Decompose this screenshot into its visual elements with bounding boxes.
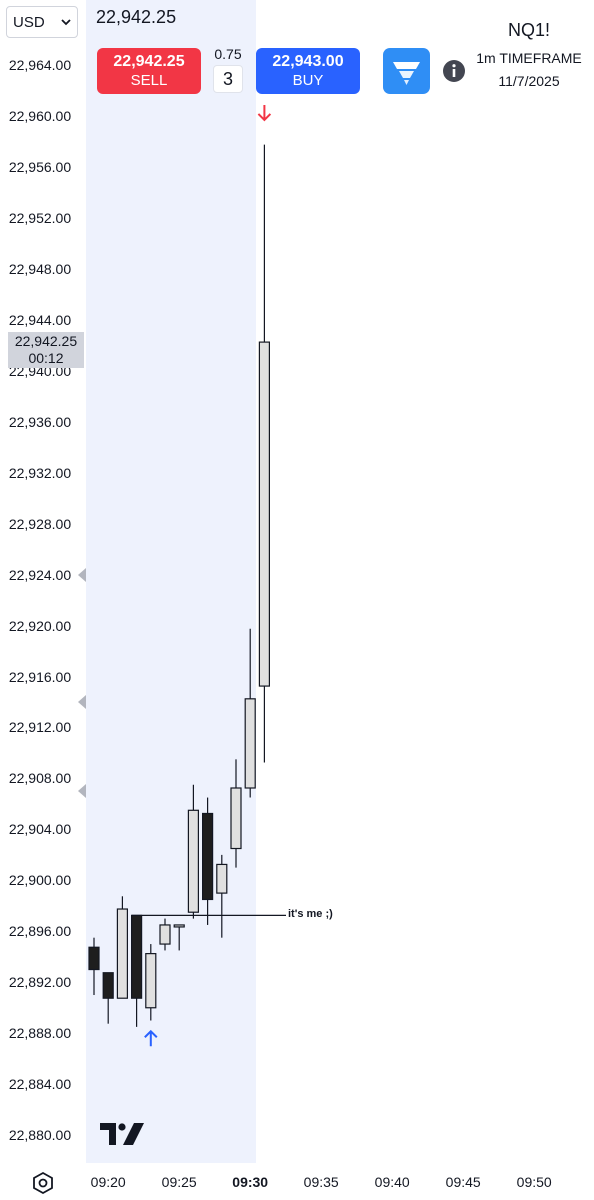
price-tick-label: 22,956.00 <box>8 158 72 175</box>
candle-0931 <box>258 144 270 763</box>
badge-price: 22,942.25 <box>14 333 78 349</box>
candle-0922 <box>131 914 143 1027</box>
candle-0920 <box>102 972 114 1024</box>
sell-button[interactable]: 22,942.25 SELL <box>97 48 201 94</box>
info-icon[interactable] <box>442 59 466 83</box>
candle-0926 <box>187 784 199 919</box>
last-price: 22,942.25 <box>96 7 177 27</box>
price-tick-label: 22,900.00 <box>8 872 72 889</box>
candle-body <box>216 863 228 894</box>
tradingview-logo-icon <box>100 1123 144 1145</box>
candle-0927 <box>202 797 214 925</box>
arrow-up-icon <box>144 1029 158 1047</box>
price-tick-label: 22,916.00 <box>8 668 72 685</box>
candle-body <box>187 809 199 913</box>
candle-body <box>230 787 242 850</box>
price-tick-label: 22,880.00 <box>8 1127 72 1144</box>
axis-flag-marker[interactable] <box>78 784 86 799</box>
price-tick-label: 22,896.00 <box>8 923 72 940</box>
price-tick-label: 22,908.00 <box>8 770 72 787</box>
quantity-input[interactable]: 3 <box>213 65 243 93</box>
candle-body <box>159 924 171 945</box>
chart-annotation-text[interactable]: it's me ;) <box>288 908 333 920</box>
candle-body <box>173 924 185 928</box>
settings-icon[interactable] <box>31 1171 55 1195</box>
candle-body <box>258 341 270 687</box>
tradingview-app-icon <box>393 62 420 85</box>
price-tick-label: 22,928.00 <box>8 515 72 532</box>
time-tick-label: 09:45 <box>445 1174 481 1190</box>
candle-body <box>116 908 129 999</box>
price-tick-label: 22,892.00 <box>8 974 72 991</box>
price-tick-label: 22,964.00 <box>8 57 72 73</box>
candle-body <box>102 972 114 999</box>
candle-body <box>131 914 143 999</box>
session-highlight <box>86 0 256 1163</box>
price-tick-label: 22,944.00 <box>8 311 72 328</box>
spread-value: 0.75 <box>214 46 242 62</box>
buy-price: 22,943.00 <box>272 53 344 71</box>
time-tick-label: 09:20 <box>90 1174 126 1190</box>
currency-select[interactable]: USD <box>6 6 78 38</box>
time-tick-label: 09:40 <box>374 1174 410 1190</box>
sell-label: SELL <box>130 71 168 89</box>
sell-price: 22,942.25 <box>113 53 185 71</box>
candle-0925 <box>173 924 185 951</box>
candle-0923 <box>145 944 157 1021</box>
time-tick-label: 09:50 <box>516 1174 552 1190</box>
price-tick-label: 22,920.00 <box>8 617 72 634</box>
price-tick-label: 22,960.00 <box>8 107 72 124</box>
price-tick-label: 22,924.00 <box>8 566 72 583</box>
symbol-name: NQ1! <box>507 20 550 40</box>
badge-countdown: 00:12 <box>28 350 64 366</box>
candle-body <box>88 946 100 971</box>
candle-0919 <box>88 937 100 996</box>
chevron-down-icon <box>61 19 71 26</box>
price-tick-label: 22,952.00 <box>8 209 72 226</box>
price-tick-label: 22,936.00 <box>8 413 72 430</box>
currency-value: USD <box>13 13 45 31</box>
arrow-down-icon <box>257 104 272 122</box>
date-label: 11/7/2025 <box>498 73 560 89</box>
timeframe-label: 1m TIMEFRAME <box>476 50 582 66</box>
current-price-badge: 22,942.25 00:12 <box>8 332 84 368</box>
axis-flag-marker[interactable] <box>78 695 86 709</box>
price-tick-label: 22,932.00 <box>8 464 72 481</box>
candle-0930 <box>244 628 256 798</box>
price-tick-label: 22,904.00 <box>8 821 72 838</box>
app-button[interactable] <box>383 48 430 94</box>
time-tick-label: 09:25 <box>161 1174 197 1190</box>
price-tick-label: 22,888.00 <box>8 1025 72 1042</box>
candle-0928 <box>216 854 228 938</box>
candle-body <box>145 953 157 1009</box>
candle-body <box>244 698 256 789</box>
buy-button[interactable]: 22,943.00 BUY <box>256 48 360 94</box>
axis-flag-marker[interactable] <box>78 567 86 582</box>
time-tick-label: 09:35 <box>303 1174 339 1190</box>
candle-0924 <box>159 918 171 951</box>
time-tick-label: 09:30 <box>232 1174 269 1190</box>
price-tick-label: 22,884.00 <box>8 1076 72 1093</box>
price-tick-label: 22,948.00 <box>8 260 72 277</box>
buy-label: BUY <box>292 71 324 89</box>
candle-0929 <box>230 759 242 868</box>
candle-0921 <box>116 896 129 999</box>
price-tick-label: 22,912.00 <box>8 719 72 736</box>
candle-body <box>202 812 214 901</box>
